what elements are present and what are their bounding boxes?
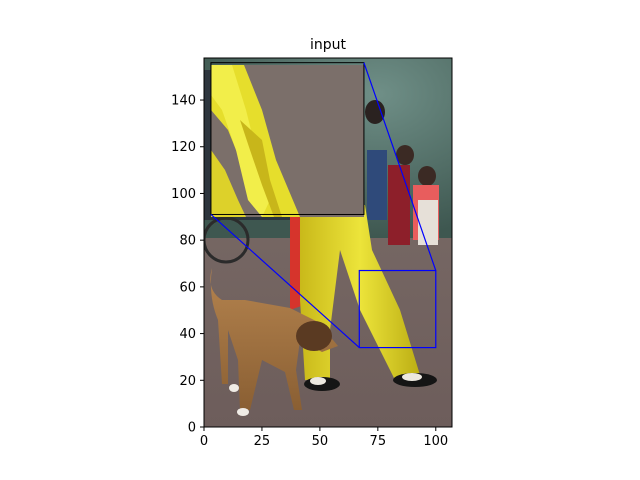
connector-line [363, 62, 437, 271]
axes-frame [203, 57, 453, 428]
x-tick-label: 25 [254, 434, 271, 449]
chart-title: input [310, 37, 347, 53]
x-tick-label: 100 [423, 434, 448, 449]
y-axis: 0 20 40 60 80 100 120 140 [171, 94, 204, 436]
y-tick-label: 40 [179, 327, 196, 342]
y-tick-label: 140 [171, 94, 196, 109]
x-tick-label: 50 [312, 434, 329, 449]
connector-line [210, 214, 360, 349]
y-tick-label: 20 [179, 374, 196, 389]
y-tick-label: 80 [179, 234, 196, 249]
y-tick-label: 120 [171, 140, 196, 155]
zoom-rectangle [358, 269, 437, 349]
inset-frame [210, 62, 365, 215]
y-tick-label: 0 [188, 421, 196, 436]
y-tick-label: 100 [171, 187, 196, 202]
x-tick-label: 0 [200, 434, 208, 449]
x-axis: 0 25 50 75 100 [200, 427, 448, 449]
x-tick-label: 75 [370, 434, 387, 449]
y-tick-label: 60 [179, 280, 196, 295]
inset-image [211, 65, 364, 217]
zoom-indicators [210, 62, 437, 349]
